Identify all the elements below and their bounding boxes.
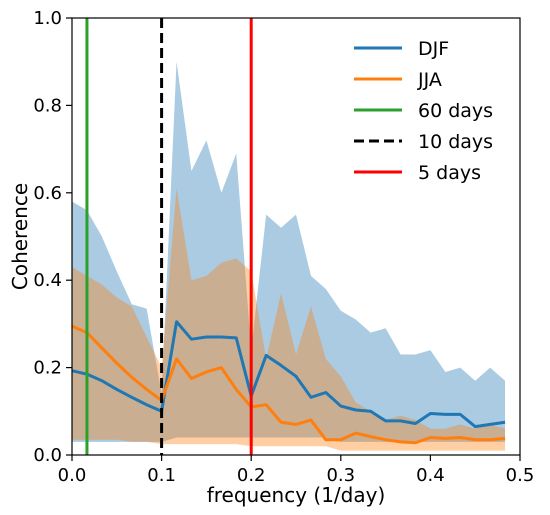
y-tick-label: 1.0 bbox=[33, 8, 62, 29]
x-axis-label: frequency (1/day) bbox=[207, 483, 386, 507]
band-jja bbox=[72, 188, 506, 451]
x-tick-label: 0.1 bbox=[147, 465, 176, 486]
y-axis-label: Coherence bbox=[8, 183, 32, 290]
line-jja bbox=[71, 324, 506, 445]
band-djf bbox=[72, 61, 506, 442]
x-tick-label: 0.0 bbox=[58, 465, 87, 486]
plot-frame bbox=[71, 17, 521, 456]
series-lines bbox=[71, 320, 506, 445]
legend-label-5-days: 5 days bbox=[418, 162, 481, 184]
line-djf bbox=[71, 320, 506, 429]
x-axis: 0.0 0.1 0.2 0.3 0.4 0.5 bbox=[58, 455, 535, 486]
legend-label-jja: JJA bbox=[417, 69, 442, 91]
x-tick-label: 0.4 bbox=[416, 465, 445, 486]
y-tick-label: 0.0 bbox=[33, 445, 62, 466]
x-tick-label: 0.5 bbox=[506, 465, 535, 486]
confidence-bands bbox=[72, 61, 506, 451]
legend-label-60-days: 60 days bbox=[418, 100, 493, 122]
y-tick-label: 0.2 bbox=[33, 358, 62, 379]
reference-lines bbox=[85, 18, 253, 455]
x-tick-label: 0.2 bbox=[237, 465, 266, 486]
y-axis: 0.0 0.2 0.4 0.6 0.8 1.0 bbox=[33, 8, 72, 466]
x-tick-label: 0.3 bbox=[326, 465, 355, 486]
legend-label-10-days: 10 days bbox=[418, 131, 493, 153]
y-tick-label: 0.6 bbox=[33, 183, 62, 204]
legend: DJF JJA 60 days 10 days 5 days bbox=[354, 38, 493, 184]
y-tick-label: 0.4 bbox=[33, 270, 62, 291]
legend-label-djf: DJF bbox=[418, 38, 449, 60]
y-tick-label: 0.8 bbox=[33, 95, 62, 116]
